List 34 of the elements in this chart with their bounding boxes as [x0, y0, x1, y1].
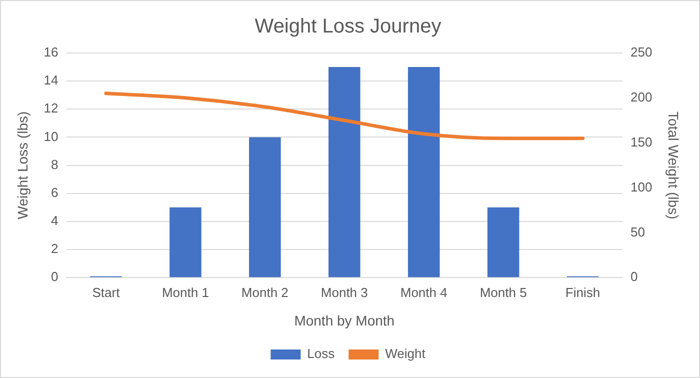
legend-label: Loss — [307, 346, 336, 362]
y-tick-label: 14 — [44, 72, 58, 88]
y-tick-label: 8 — [51, 156, 58, 172]
chart-title: Weight Loss Journey — [254, 16, 442, 38]
y2-tick-label: 250 — [630, 44, 652, 60]
y2-tick-label: 0 — [630, 269, 638, 284]
x-tick-label: Month 2 — [241, 284, 288, 300]
y2-tick-label: 50 — [630, 224, 645, 240]
x-tick-label: Month 1 — [162, 284, 209, 300]
y2-tick-label: 200 — [630, 90, 652, 104]
bar — [408, 67, 440, 278]
y-tick-label: 6 — [51, 184, 58, 200]
y-tick-label: 16 — [44, 44, 58, 60]
y-tick-label: 2 — [51, 241, 58, 256]
x-tick-label: Month 3 — [320, 284, 368, 300]
line-series — [104, 92, 585, 140]
x-tick-label: Month 4 — [400, 284, 448, 300]
x-tick-label: Start — [92, 284, 120, 300]
y-tick-label: 10 — [44, 128, 58, 144]
bar — [487, 207, 520, 278]
bar — [328, 67, 360, 278]
x-axis-title: Month by Month — [294, 312, 395, 328]
x-tick-label: Finish — [565, 284, 600, 300]
y-tick-label: 4 — [51, 213, 58, 228]
y2-axis-title: Total Weight (lbs) — [666, 111, 682, 220]
y2-tick-label: 100 — [630, 179, 652, 194]
bar — [249, 137, 281, 278]
y-axis-title: Weight Loss (lbs) — [14, 111, 30, 220]
y2-tick-label: 150 — [630, 134, 652, 150]
x-tick-label: Month 5 — [480, 284, 527, 300]
legend-label: Weight — [385, 346, 426, 362]
bar — [170, 207, 202, 278]
y-tick-label: 12 — [44, 100, 58, 116]
y-tick-label: 0 — [51, 269, 58, 284]
